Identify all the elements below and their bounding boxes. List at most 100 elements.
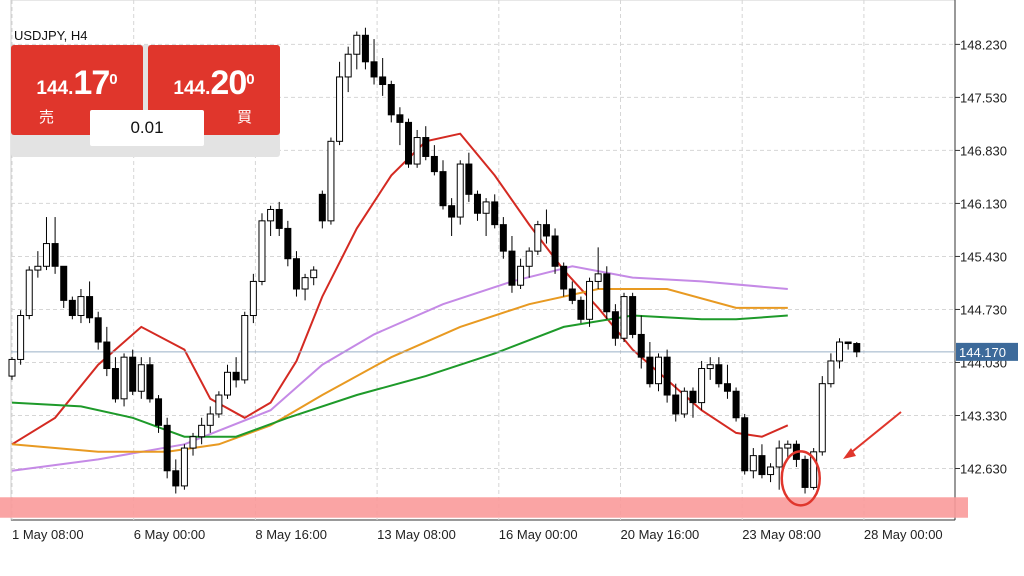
moving-average-line-1 xyxy=(11,265,788,472)
sell-price-main: 17 xyxy=(73,64,110,102)
candle-body xyxy=(482,201,490,214)
candle-body xyxy=(180,447,188,487)
candle-body xyxy=(568,288,576,301)
candle-body xyxy=(439,171,447,207)
buy-price-pip: 0 xyxy=(246,70,255,88)
candle-body xyxy=(344,53,352,78)
candle-body xyxy=(525,250,533,267)
candle-body xyxy=(723,383,731,392)
y-tick-label: 148.230 xyxy=(960,37,1007,52)
candle-body xyxy=(844,341,852,345)
buy-label: 買 xyxy=(236,109,252,126)
candle-body xyxy=(301,277,309,290)
candle-body xyxy=(42,243,50,267)
candle-body xyxy=(448,205,456,218)
candle-body xyxy=(422,137,430,157)
candle-body xyxy=(758,455,766,476)
y-tick-label: 146.830 xyxy=(960,143,1007,158)
candle-body xyxy=(405,121,413,165)
candle-body xyxy=(137,364,145,392)
candle-body xyxy=(629,296,637,335)
candle-body xyxy=(749,455,757,472)
moving-average-line-2 xyxy=(11,288,788,453)
candle-body xyxy=(25,269,33,317)
candle-body xyxy=(163,424,171,472)
candle-body xyxy=(430,155,438,173)
buy-price: 144.200 xyxy=(148,64,280,103)
candle-body xyxy=(206,413,214,426)
candle-body xyxy=(603,273,611,313)
y-tick-label: 142.630 xyxy=(960,462,1007,477)
candle-body xyxy=(318,193,326,222)
candle-body xyxy=(379,76,387,86)
candle-body xyxy=(241,315,249,381)
candle-body xyxy=(810,451,818,488)
candle-body xyxy=(103,341,111,370)
candle-body xyxy=(86,296,94,319)
candle-body xyxy=(327,140,335,222)
candle-body xyxy=(396,114,404,123)
x-tick-label: 16 May 00:00 xyxy=(499,527,578,542)
candle-body xyxy=(818,383,826,453)
x-tick-label: 20 May 16:00 xyxy=(621,527,700,542)
candle-body xyxy=(741,417,749,472)
candle-body xyxy=(611,311,619,339)
candle-body xyxy=(17,315,25,360)
candle-body xyxy=(361,34,369,63)
buy-button[interactable]: 144.200 買 xyxy=(148,45,280,135)
sell-price: 144.170 xyxy=(11,64,143,103)
current-price-tag-label: 144.170 xyxy=(959,345,1006,360)
candle-body xyxy=(336,76,344,142)
candle-body xyxy=(155,398,163,426)
candle-body xyxy=(77,296,85,317)
y-tick-label: 145.430 xyxy=(960,249,1007,264)
candle-body xyxy=(413,137,421,165)
symbol-label: USDJPY, H4 xyxy=(14,28,87,43)
candle-body xyxy=(111,368,119,400)
candle-body xyxy=(706,364,714,370)
candle-body xyxy=(456,163,464,218)
y-tick-label: 143.330 xyxy=(960,408,1007,423)
support-zone xyxy=(0,497,968,518)
candle-body xyxy=(224,371,231,396)
candle-body xyxy=(8,358,16,377)
candle-body xyxy=(51,243,59,267)
candle-body xyxy=(680,390,688,415)
candle-body xyxy=(698,368,706,404)
candle-body xyxy=(784,443,792,449)
candle-body xyxy=(836,341,844,362)
x-tick-label: 1 May 08:00 xyxy=(12,527,84,542)
x-tick-label: 8 May 16:00 xyxy=(255,527,327,542)
candle-body xyxy=(473,193,481,214)
candle-body xyxy=(586,280,594,320)
x-tick-label: 23 May 08:00 xyxy=(742,527,821,542)
candle-body xyxy=(232,371,240,381)
sell-label: 売 xyxy=(39,109,55,126)
candle-body xyxy=(517,265,525,286)
annotation-circle xyxy=(780,450,821,507)
candle-body xyxy=(534,224,542,252)
candle-body xyxy=(249,280,257,317)
lot-size-field[interactable]: 0.01 xyxy=(90,110,204,146)
buy-price-main: 20 xyxy=(210,64,247,102)
candle-body xyxy=(353,34,361,55)
candle-body xyxy=(646,356,654,385)
x-tick-label: 6 May 00:00 xyxy=(134,527,206,542)
candle-body xyxy=(594,273,602,282)
candle-body xyxy=(655,356,662,385)
x-tick-label: 13 May 08:00 xyxy=(377,527,456,542)
candle-body xyxy=(767,466,775,476)
sell-price-pip: 0 xyxy=(109,70,118,88)
candle-body xyxy=(94,317,102,343)
y-tick-label: 144.730 xyxy=(960,302,1007,317)
candle-body xyxy=(491,201,499,226)
candle-body xyxy=(499,224,507,252)
candle-body xyxy=(853,343,861,353)
candle-body xyxy=(258,220,266,282)
candles xyxy=(8,27,861,494)
candle-body xyxy=(387,84,395,116)
candle-body xyxy=(620,296,628,339)
candle-body xyxy=(284,227,292,260)
